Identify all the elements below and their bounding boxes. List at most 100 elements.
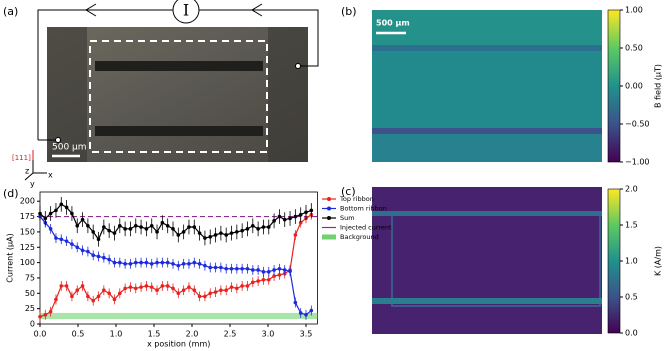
data-point <box>240 284 244 288</box>
data-point <box>43 312 48 317</box>
data-point <box>102 255 106 260</box>
data-point <box>245 227 250 231</box>
colorbar-label: K (A/m) <box>654 246 663 276</box>
data-point <box>144 260 149 265</box>
data-point <box>59 284 64 288</box>
data-point <box>213 265 218 270</box>
data-point <box>261 225 266 229</box>
data-point <box>277 266 282 271</box>
data-point <box>272 219 276 223</box>
data-point <box>197 294 202 299</box>
y-tick-label: 50 <box>25 289 35 298</box>
data-point <box>70 211 74 216</box>
data-point <box>309 308 314 313</box>
data-point <box>235 230 239 234</box>
data-point <box>155 288 159 293</box>
data-point <box>165 284 170 288</box>
data-point <box>118 291 122 296</box>
arrow <box>251 3 263 17</box>
bottom-ribbon-image <box>95 126 263 136</box>
data-point <box>102 225 106 229</box>
data-point <box>261 270 266 274</box>
y-tick-label: 150 <box>20 227 35 236</box>
b-field-image: 500 µm <box>372 10 602 162</box>
data-point <box>304 210 308 215</box>
data-point <box>219 288 223 293</box>
data-point <box>229 266 234 271</box>
colorbar-tick-label: 2.0 <box>625 185 638 194</box>
data-point <box>245 266 250 271</box>
data-point <box>192 225 197 229</box>
data-point <box>128 262 133 266</box>
data-point <box>272 268 276 272</box>
data-point <box>203 236 207 240</box>
x-axis-label: x position (mm) <box>147 340 210 349</box>
data-point <box>203 294 207 299</box>
data-point <box>293 214 298 219</box>
data-point <box>112 231 117 235</box>
data-point <box>203 263 207 268</box>
legend-marker <box>327 206 331 211</box>
data-point <box>160 260 165 265</box>
data-point <box>48 309 53 314</box>
data-point <box>133 223 138 228</box>
colorbar-tick-label: 1.0 <box>625 257 638 266</box>
axis-label: z <box>25 167 29 176</box>
data-point <box>224 266 228 271</box>
data-point <box>235 266 239 271</box>
contact <box>55 137 61 143</box>
data-point <box>86 294 90 299</box>
data-point <box>298 220 303 225</box>
data-point <box>155 260 159 265</box>
colorbar-tick-label: 1.5 <box>625 221 638 230</box>
data-point <box>197 231 202 235</box>
data-point <box>38 211 42 216</box>
data-point <box>181 288 186 293</box>
data-point <box>298 212 303 217</box>
dashed-region <box>89 40 268 153</box>
data-point <box>171 262 175 266</box>
data-point <box>176 233 181 237</box>
data-point <box>240 228 244 233</box>
y-tick-label: 25 <box>25 304 35 313</box>
legend-label: Bottom ribbon <box>340 205 387 213</box>
data-point <box>75 223 80 228</box>
series-line <box>39 216 312 316</box>
data-point <box>123 262 127 266</box>
data-point <box>282 268 287 272</box>
data-point <box>192 260 197 265</box>
ribbon-signal <box>372 128 602 134</box>
data-point <box>118 223 122 228</box>
data-point <box>235 286 239 291</box>
colorbar-tick-label: 0.50 <box>625 44 643 53</box>
data-point <box>54 208 58 213</box>
data-point <box>181 230 186 234</box>
direction-label: [111] <box>12 154 31 162</box>
data-point <box>165 223 170 228</box>
data-point <box>197 262 202 266</box>
y-tick-label: 200 <box>20 197 35 206</box>
legend-label: Sum <box>340 214 355 222</box>
data-point <box>187 262 191 266</box>
data-point <box>149 285 154 289</box>
x-tick-label: 1.5 <box>148 330 161 339</box>
data-point <box>266 270 271 274</box>
scalebar-label: 500 µm <box>52 143 87 153</box>
x-tick-label: 2.5 <box>224 330 237 339</box>
data-point <box>272 274 276 278</box>
wire <box>37 9 173 140</box>
data-point <box>80 217 85 222</box>
data-point <box>86 249 90 254</box>
data-point <box>139 225 143 229</box>
data-point <box>219 231 223 235</box>
colorbar <box>607 9 621 163</box>
data-point <box>64 239 69 243</box>
data-point <box>176 291 181 296</box>
data-point <box>187 285 191 289</box>
data-point <box>139 260 143 265</box>
data-point <box>304 312 308 317</box>
data-point <box>59 202 64 207</box>
data-point <box>187 225 191 229</box>
data-point <box>75 245 80 250</box>
